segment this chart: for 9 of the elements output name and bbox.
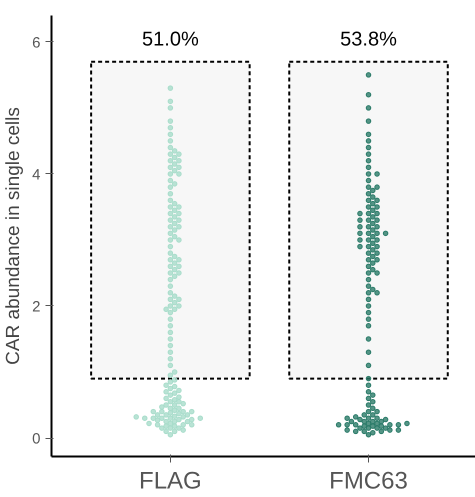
y-tick-label: 4 — [32, 166, 40, 184]
annotation: 51.0% — [142, 28, 199, 51]
y-tick-label: 2 — [32, 298, 40, 316]
y-tick-label: 0 — [32, 430, 40, 448]
annotation: 53.8% — [340, 28, 398, 51]
y-tick-label: 6 — [32, 34, 40, 52]
x-tick-label: FLAG — [139, 468, 202, 494]
y-axis-title: CAR abundance in single cells — [3, 107, 24, 365]
x-tick-label: FMC63 — [329, 468, 408, 494]
